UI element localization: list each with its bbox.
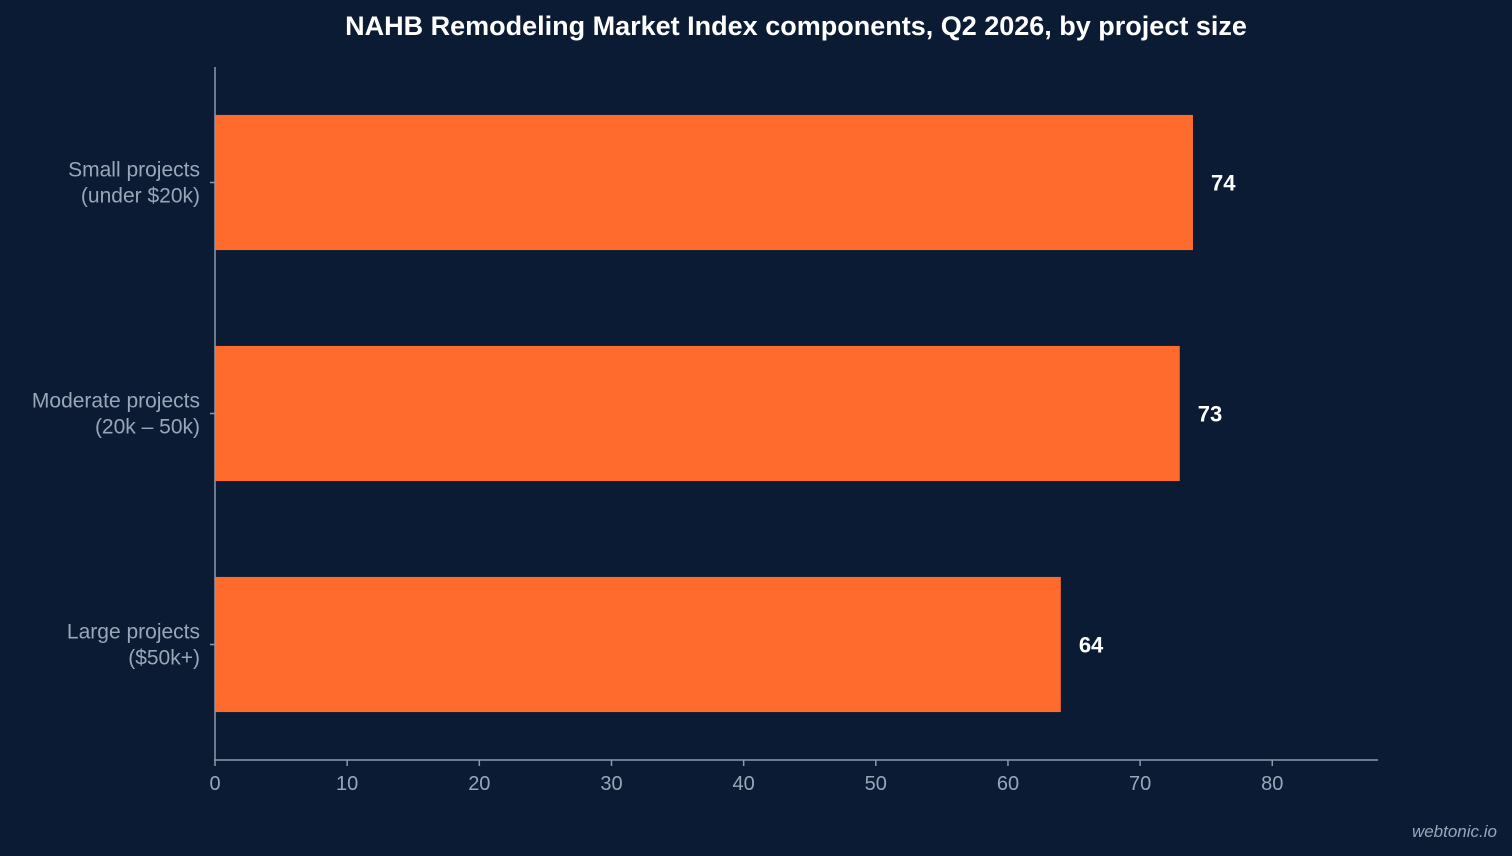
x-ticks-group: 0 10 20 30 40 50 60 70 80 (209, 760, 1283, 795)
value-label-2: 64 (1079, 633, 1104, 658)
x-tick-label-5: 50 (865, 773, 887, 795)
category-label-2-1: ($50k+) (128, 647, 200, 670)
value-labels-group: 74 73 64 (1079, 171, 1236, 658)
chart-title: NAHB Remodeling Market Index components,… (345, 11, 1247, 41)
category-label-1-1: (20k – 50k) (95, 416, 200, 439)
bar-2 (215, 576, 1061, 713)
category-label-0-1: (under $20k) (81, 185, 200, 208)
bars-group (215, 114, 1193, 713)
x-tick-label-0: 0 (209, 773, 220, 795)
category-labels-group: Small projects (under $20k) Moderate proje… (32, 159, 200, 670)
bar-1 (215, 345, 1180, 482)
x-tick-label-2: 20 (468, 773, 490, 795)
bar-0 (215, 114, 1193, 251)
value-label-1: 73 (1198, 402, 1222, 427)
x-tick-label-8: 80 (1261, 773, 1283, 795)
x-tick-label-1: 10 (336, 773, 358, 795)
category-label-0-0: Small projects (68, 159, 200, 182)
x-tick-label-3: 30 (600, 773, 622, 795)
x-tick-label-7: 70 (1129, 773, 1151, 795)
axes-group (210, 67, 1378, 761)
category-label-2-0: Large projects (67, 621, 200, 644)
watermark: webtonic.io (1411, 822, 1497, 841)
x-tick-label-4: 40 (733, 773, 755, 795)
category-label-1-0: Moderate projects (32, 390, 200, 413)
value-label-0: 74 (1211, 171, 1236, 196)
x-tick-label-6: 60 (997, 773, 1019, 795)
